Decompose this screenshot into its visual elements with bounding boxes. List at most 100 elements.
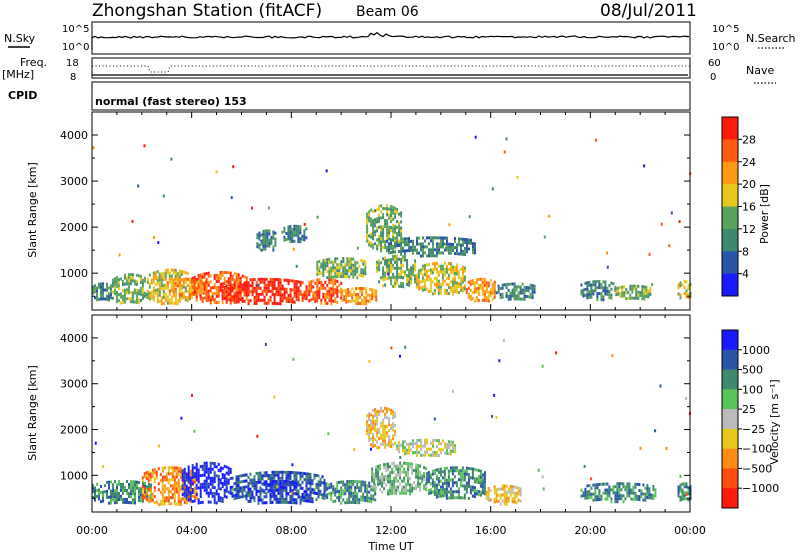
power-colorbar-swatch bbox=[722, 273, 738, 297]
velocity-colorbar-swatch bbox=[722, 468, 738, 489]
velocity-colorbar-tick: 25 bbox=[742, 403, 756, 416]
time-tick-label: 12:00 bbox=[375, 524, 407, 537]
power-ytick-label: 1000 bbox=[60, 267, 88, 280]
freq-unit: [MHz] bbox=[2, 68, 34, 81]
velocity-colorbar-swatch bbox=[722, 448, 738, 469]
power-echo-region bbox=[376, 254, 417, 289]
velocity-echo-region bbox=[366, 406, 397, 450]
time-tick-label: 16:00 bbox=[475, 524, 507, 537]
time-axis-label: Time UT bbox=[367, 540, 413, 553]
freq-panel bbox=[91, 57, 691, 79]
velocity-echo-region bbox=[326, 479, 377, 505]
nave-trace bbox=[92, 65, 690, 73]
nave-label: Nave bbox=[746, 64, 774, 77]
velocity-colorbar-label: Velocity [m s⁻¹] bbox=[768, 379, 781, 464]
power-colorbar-swatch bbox=[722, 251, 738, 275]
power-colorbar-tick: 20 bbox=[742, 178, 756, 191]
power-heatmap bbox=[92, 135, 692, 306]
velocity-echo-region bbox=[485, 484, 522, 506]
power-echo-region bbox=[366, 204, 403, 253]
velocity-ytick-label: 3000 bbox=[60, 378, 88, 391]
velocity-ylabel: Slant Range [km] bbox=[26, 365, 39, 461]
station-title: Zhongshan Station (fitACF) bbox=[92, 1, 322, 21]
power-colorbar-tick: 24 bbox=[742, 156, 756, 169]
freq-label: Freq. bbox=[20, 56, 47, 69]
power-colorbar-swatch bbox=[722, 139, 738, 163]
power-colorbar: 4 8 12 16 20 24 28 bbox=[721, 116, 756, 297]
power-colorbar-tick: 28 bbox=[742, 133, 756, 146]
velocity-colorbar-tick: 1000 bbox=[742, 344, 770, 357]
time-axis: 00:00 04:00 08:00 12:00 16:00 20:00 00:00 bbox=[76, 112, 706, 537]
time-tick-label: 00:00 bbox=[674, 524, 706, 537]
velocity-colorbar-swatch bbox=[722, 330, 738, 351]
power-colorbar-tick: 12 bbox=[742, 223, 756, 236]
cpid-panel bbox=[91, 81, 691, 111]
power-colorbar-swatch bbox=[722, 184, 738, 207]
velocity-colorbar-tick: 100 bbox=[742, 383, 763, 396]
power-scatter-points bbox=[92, 135, 692, 287]
power-echo-region bbox=[386, 236, 476, 258]
velocity-colorbar-swatch bbox=[722, 409, 738, 430]
power-echo-region bbox=[465, 277, 496, 303]
velocity-ytick-label: 2000 bbox=[60, 424, 88, 437]
power-echo-region bbox=[615, 284, 652, 301]
power-colorbar-swatch bbox=[722, 161, 738, 185]
power-colorbar-tick: 8 bbox=[742, 245, 749, 258]
power-ytick-label: 4000 bbox=[60, 129, 88, 142]
nsky-tick-top: 10^5 bbox=[62, 24, 89, 35]
power-echo-region bbox=[111, 273, 148, 305]
power-colorbar-swatch bbox=[722, 117, 738, 140]
power-colorbar-swatch bbox=[722, 228, 738, 252]
power-colorbar-tick: 16 bbox=[742, 201, 756, 214]
velocity-colorbar-tick: −1000 bbox=[742, 482, 779, 495]
power-colorbar-label: Power [dB] bbox=[758, 184, 771, 244]
velocity-colorbar-swatch bbox=[722, 428, 738, 450]
power-echo-region bbox=[306, 278, 343, 306]
power-echo-region bbox=[146, 268, 193, 306]
velocity-scatter-points bbox=[94, 338, 691, 496]
velocity-ytick-label: 4000 bbox=[60, 332, 88, 345]
velocity-echo-region bbox=[580, 482, 657, 504]
velocity-colorbar-swatch bbox=[722, 349, 738, 371]
velocity-colorbar: 1000 500 100 25 −25 −100 −500 −1000 bbox=[721, 329, 779, 509]
velocity-echo-region bbox=[396, 438, 456, 458]
nave-tick-bottom: 0 bbox=[710, 72, 716, 83]
cpid-text: normal (fast stereo) 153 bbox=[95, 95, 247, 108]
velocity-echo-region bbox=[181, 461, 232, 505]
velocity-echo-region bbox=[92, 480, 152, 505]
velocity-colorbar-tick: −500 bbox=[742, 462, 772, 475]
nave-tick-top: 60 bbox=[708, 58, 721, 69]
velocity-heatmap bbox=[92, 338, 692, 507]
power-colorbar-tick: 4 bbox=[742, 268, 749, 281]
cpid-label: CPID bbox=[8, 89, 37, 102]
nsearch-tick-bottom: 10^0 bbox=[712, 42, 739, 53]
date-label: 08/Jul/2011 bbox=[600, 1, 697, 21]
power-echo-region bbox=[92, 282, 112, 302]
nsky-label: N.Sky bbox=[4, 32, 36, 45]
velocity-colorbar-tick: −100 bbox=[742, 443, 772, 456]
velocity-yticks: 1000 2000 3000 4000 bbox=[60, 314, 690, 499]
time-tick-label: 04:00 bbox=[176, 524, 208, 537]
nsky-tick-bottom: 10^0 bbox=[62, 42, 89, 53]
power-echo-region bbox=[281, 224, 308, 244]
nsky-panel bbox=[91, 21, 691, 55]
power-echo-region bbox=[221, 277, 308, 306]
power-ytick-label: 2000 bbox=[60, 221, 88, 234]
power-echo-region bbox=[495, 282, 536, 301]
power-ytick-label: 3000 bbox=[60, 175, 88, 188]
power-echo-region bbox=[415, 261, 466, 296]
power-echo-region bbox=[341, 287, 378, 306]
velocity-colorbar-swatch bbox=[722, 369, 738, 390]
freq-tick-top: 18 bbox=[66, 58, 79, 69]
beam-label: Beam 06 bbox=[356, 4, 419, 20]
nsky-trace bbox=[91, 31, 690, 50]
time-tick-label: 08:00 bbox=[275, 524, 307, 537]
velocity-echo-region bbox=[371, 461, 428, 496]
power-yticks: 1000 2000 3000 4000 bbox=[60, 111, 690, 297]
velocity-echo-region bbox=[261, 479, 298, 496]
velocity-colorbar-swatch bbox=[722, 488, 738, 509]
power-colorbar-swatch bbox=[722, 206, 738, 230]
nsearch-tick-top: 10^5 bbox=[712, 24, 739, 35]
velocity-colorbar-tick: 500 bbox=[742, 364, 763, 377]
